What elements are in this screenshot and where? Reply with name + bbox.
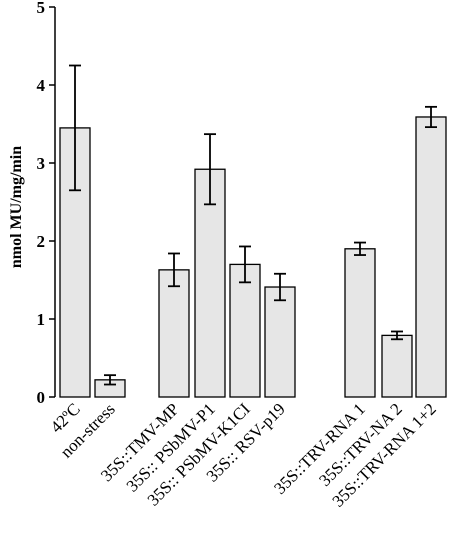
y-tick-label-4: 4 — [37, 76, 46, 95]
error-bar-3 — [204, 133, 216, 206]
error-bar-1 — [104, 374, 116, 386]
bar-4 — [229, 263, 261, 398]
error-bar-7 — [391, 330, 403, 341]
bar-6 — [344, 248, 376, 398]
error-bar-2 — [168, 252, 180, 288]
bar-7 — [381, 334, 413, 398]
bar-8 — [415, 116, 447, 398]
error-bar-8 — [425, 105, 437, 129]
bar-2 — [158, 269, 190, 398]
y-tick-label-0: 0 — [37, 388, 46, 407]
error-bar-0 — [69, 64, 81, 192]
error-bar-5 — [274, 272, 286, 302]
y-axis: 0 1 2 3 4 5 — [37, 0, 56, 407]
y-tick-label-2: 2 — [37, 232, 46, 251]
y-tick-label-5: 5 — [37, 0, 46, 17]
error-bar-6 — [354, 241, 366, 256]
y-axis-title: nmol MU/mg/min — [8, 146, 25, 268]
bars-layer — [59, 64, 447, 398]
bar-5 — [264, 286, 296, 398]
error-bar-4 — [239, 245, 251, 284]
y-tick-label-1: 1 — [37, 310, 46, 329]
y-tick-label-3: 3 — [37, 154, 46, 173]
